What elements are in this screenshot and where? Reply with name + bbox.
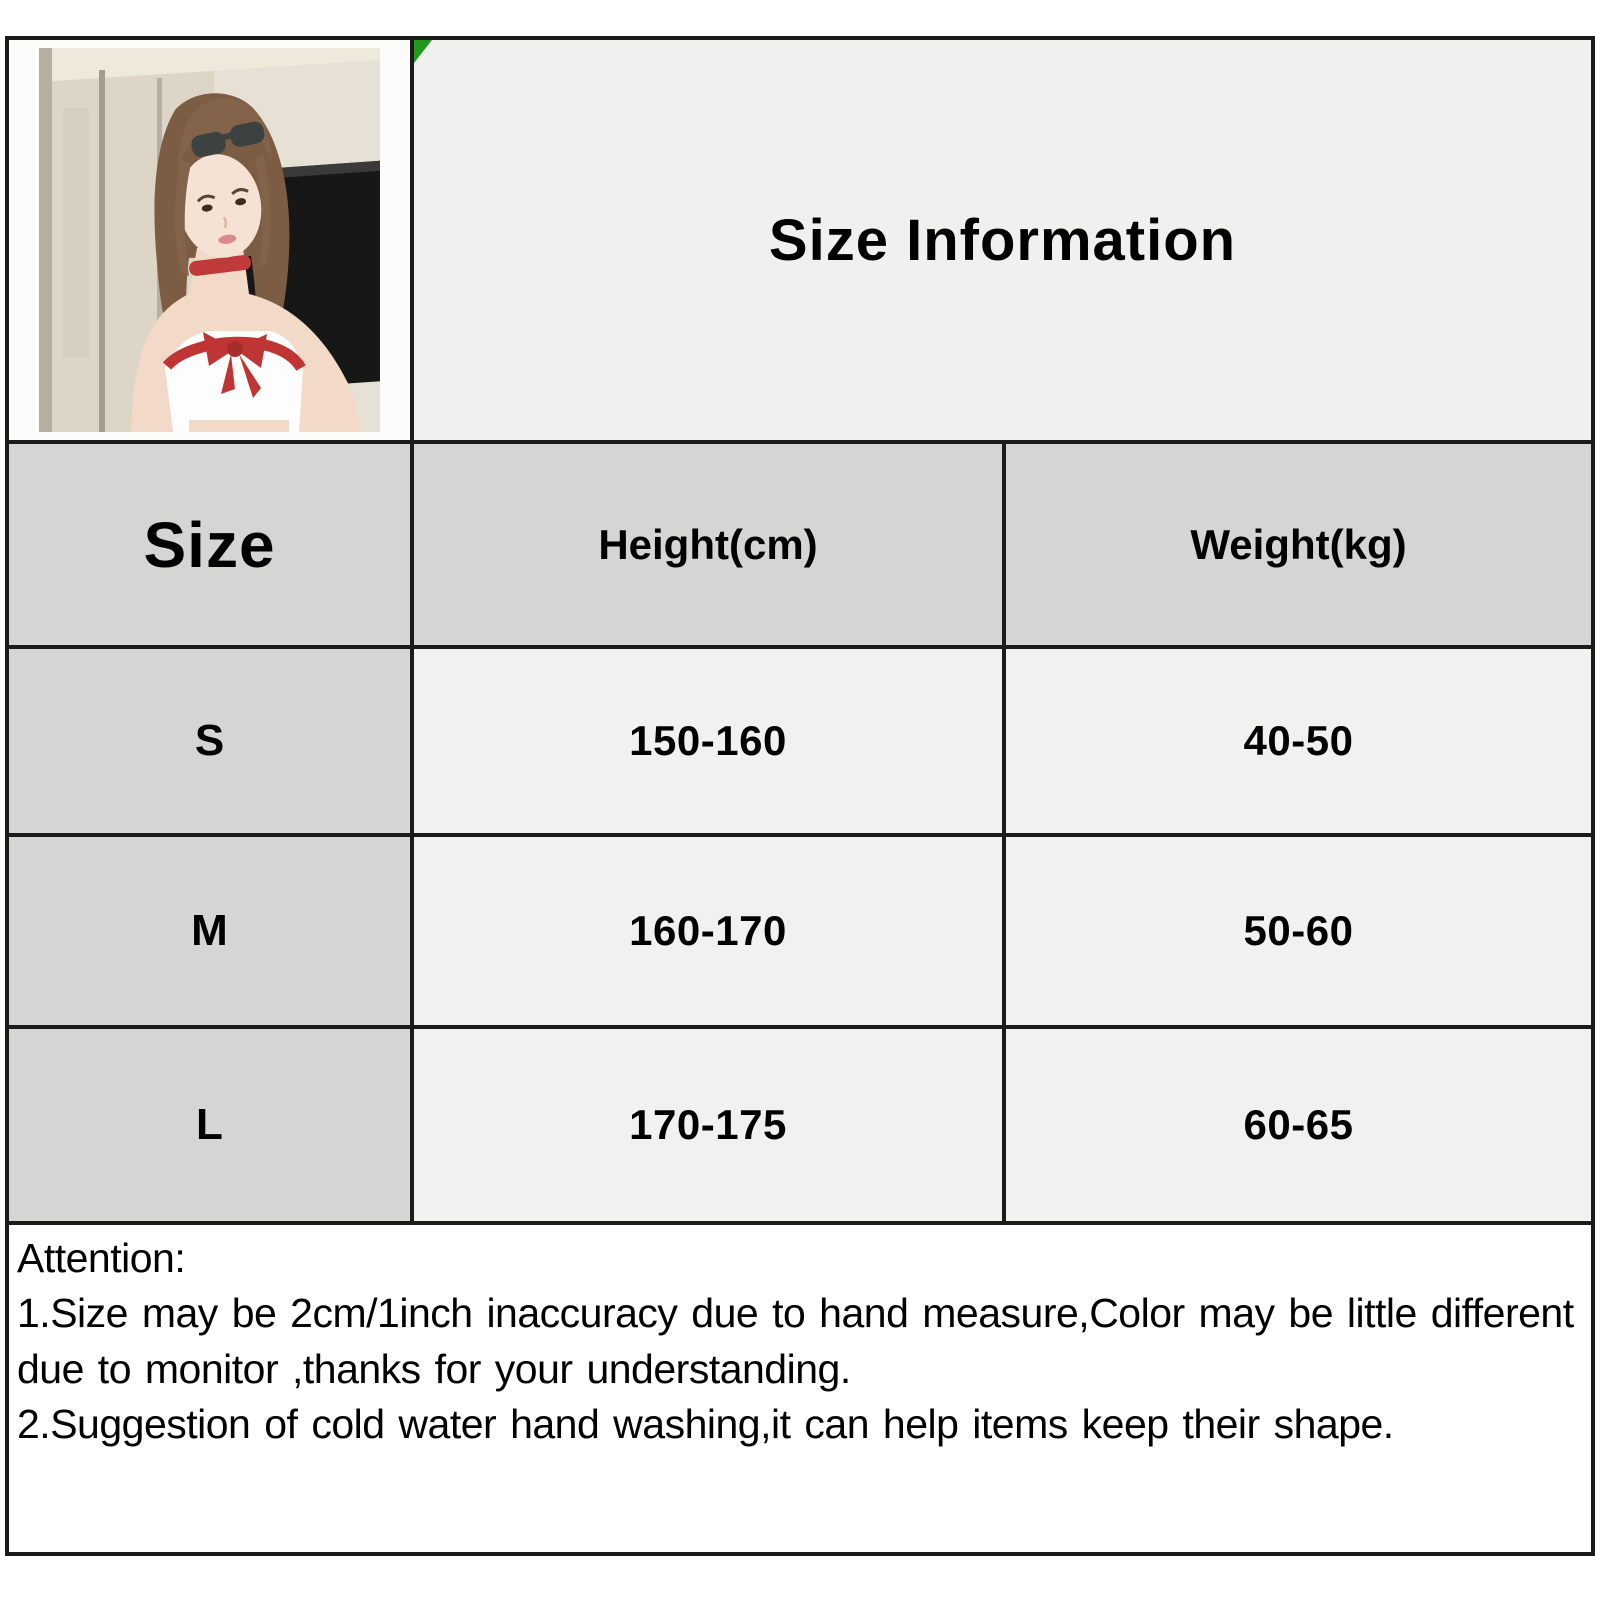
header-size: Size xyxy=(9,444,414,649)
height-cell-s: 150-160 xyxy=(414,649,1006,837)
size-cell-s: S xyxy=(9,649,414,837)
attention-note-2: 2.Suggestion of cold water hand washing,… xyxy=(17,1401,1394,1448)
height-cell-l: 170-175 xyxy=(414,1029,1006,1225)
weight-cell-l: 60-65 xyxy=(1006,1029,1591,1225)
weight-cell-m: 50-60 xyxy=(1006,837,1591,1029)
attention-heading: Attention: xyxy=(17,1235,186,1281)
title-cell: Size Information xyxy=(414,40,1591,444)
attention-notes: Attention: 1.Size may be 2cm/1inch inacc… xyxy=(9,1225,1591,1552)
product-photo-cell xyxy=(9,40,414,444)
header-height: Height(cm) xyxy=(414,444,1006,649)
weight-cell-s: 40-50 xyxy=(1006,649,1591,837)
page-title: Size Information xyxy=(768,207,1237,273)
size-cell-m: M xyxy=(9,837,414,1029)
product-photo xyxy=(39,48,380,432)
attention-note-1: 1.Size may be 2cm/1inch inaccuracy due t… xyxy=(17,1290,1574,1392)
header-weight: Weight(kg) xyxy=(1006,444,1591,649)
size-cell-l: L xyxy=(9,1029,414,1225)
height-cell-m: 160-170 xyxy=(414,837,1006,1029)
size-chart-table: Size Information Size Height(cm) Weight(… xyxy=(5,36,1595,1556)
cell-flag-icon xyxy=(414,40,432,63)
